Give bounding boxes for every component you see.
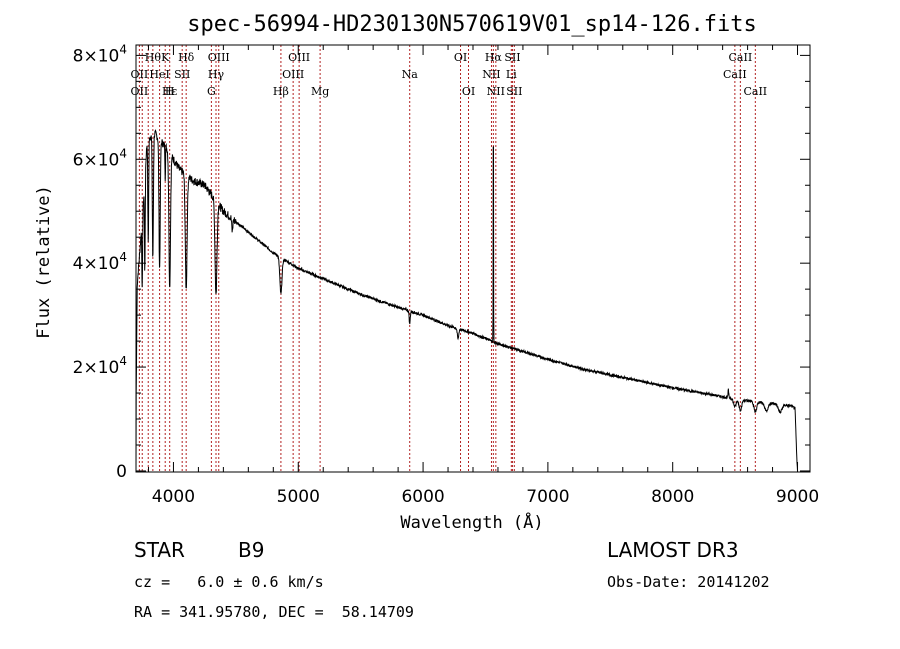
spectral-line-label: Hδ	[178, 51, 195, 64]
x-tick-label: 6000	[401, 487, 444, 507]
plot-frame	[135, 44, 811, 473]
spectral-line-labels: OII OII Hθ HeI K HεH SII Hδ G Hγ OIII Hβ OIII OIII Mg N…	[131, 51, 768, 98]
spectral-line-label: SII	[174, 68, 190, 81]
spectral-line-label: CaII	[743, 85, 767, 98]
obs-date: Obs-Date: 20141202	[607, 573, 770, 591]
spectral-line-markers	[138, 45, 756, 472]
x-axis-ticks: 4000 5000 6000 7000 8000 9000	[147, 45, 819, 507]
x-tick-label: 9000	[776, 487, 819, 507]
x-tick-label: 7000	[526, 487, 569, 507]
object-type: STAR	[134, 538, 185, 562]
spectral-line-label: G	[207, 85, 216, 98]
spectral-line-label: H	[165, 85, 175, 98]
spectral-line-label: OI	[462, 85, 475, 98]
y-tick-label: 0	[116, 462, 127, 482]
spectral-line-label: Hα	[485, 51, 503, 64]
chart-title: spec-56994-HD230130N570619V01_sp14-126.f…	[187, 12, 757, 37]
spectral-line-label: SII	[506, 85, 522, 98]
spectral-line-label: OIII	[282, 68, 304, 81]
spectral-line-label: HeI	[149, 68, 169, 81]
y-tick-label: 6×104	[73, 146, 127, 170]
y-axis-ticks: 0 2×104 4×104 6×104 8×104	[73, 42, 810, 482]
spectral-line-label: Hε	[162, 85, 178, 98]
spectral-line-label: Mg	[311, 85, 329, 98]
spectral-line-label: OIII	[208, 51, 230, 64]
spectrum-line	[135, 129, 798, 472]
spectral-line-label: Li	[506, 68, 517, 81]
spectral-line-label: OIII	[288, 51, 310, 64]
survey-name: LAMOST DR3	[607, 538, 739, 562]
spectral-line-label: Hγ	[208, 68, 225, 81]
redshift-text: cz = 6.0 ± 0.6 km/s	[134, 573, 324, 591]
y-tick-label: 4×104	[73, 250, 127, 274]
x-axis-label: Wavelength (Å)	[400, 511, 543, 533]
spectral-line-label: Na	[402, 68, 419, 81]
x-tick-label: 4000	[152, 487, 195, 507]
subclass: B9	[238, 538, 265, 562]
y-axis-label: Flux (relative)	[34, 185, 54, 339]
spectral-line-label: OII	[131, 68, 149, 81]
spectral-line-label: Hθ	[145, 51, 162, 64]
spectral-line-label: K	[161, 51, 170, 64]
spectral-line-label: SII	[504, 51, 520, 64]
spectral-line-label: Hβ	[273, 85, 289, 98]
y-tick-label: 8×104	[73, 42, 127, 66]
spectral-line-label: NII	[487, 85, 505, 98]
spectral-line-label: OI	[454, 51, 467, 64]
y-tick-label: 2×104	[73, 354, 127, 378]
spectral-line-label: CaII	[723, 68, 747, 81]
spectral-line-label: NII	[482, 68, 500, 81]
x-tick-label: 8000	[651, 487, 694, 507]
x-tick-label: 5000	[277, 487, 320, 507]
spectral-line-label: OII	[131, 85, 149, 98]
coordinates: RA = 341.95780, DEC = 58.14709	[134, 603, 414, 621]
spectral-line-label: CaII	[729, 51, 753, 64]
